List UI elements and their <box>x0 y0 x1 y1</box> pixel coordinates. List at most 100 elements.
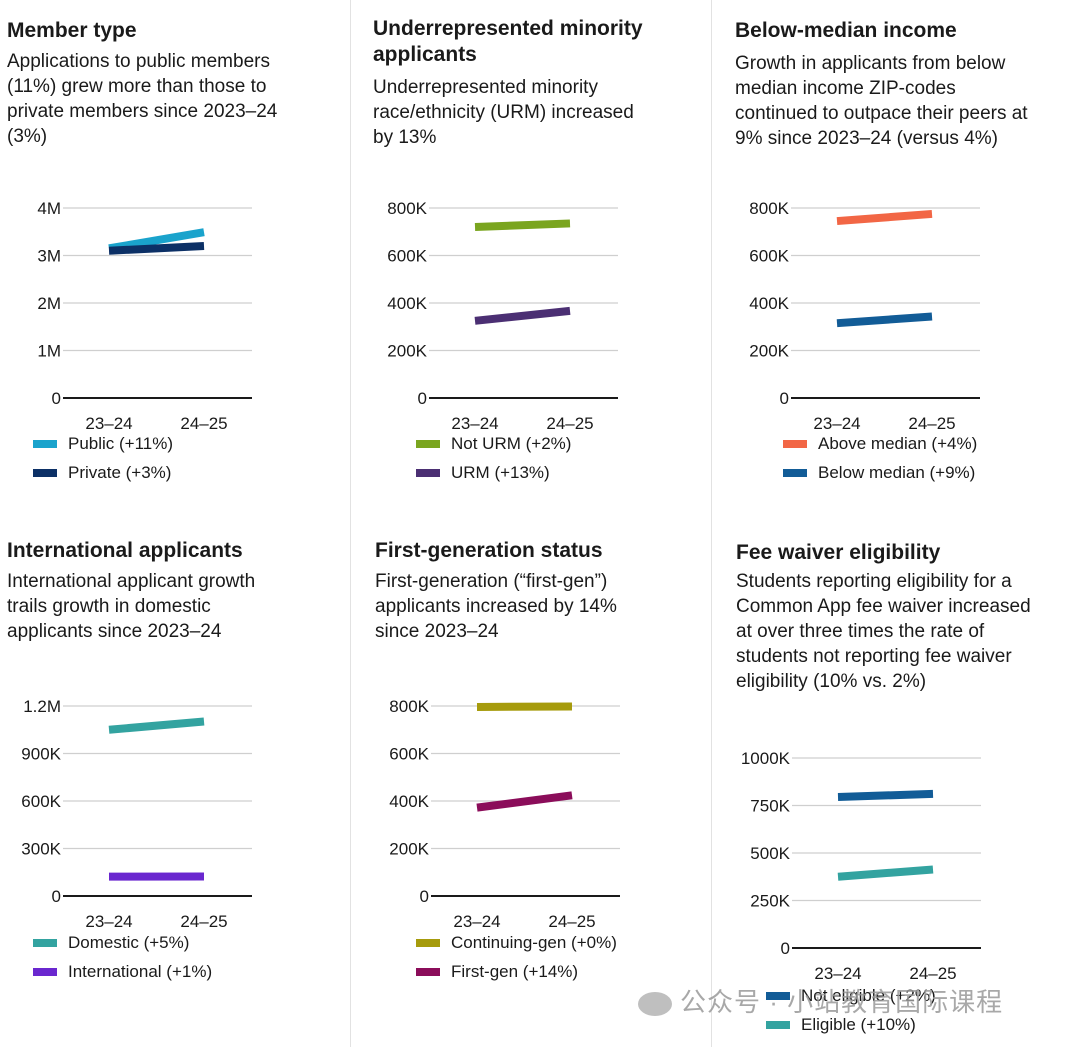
chart-legend: Not eligible (+2%) Eligible (+10%) <box>766 981 936 1039</box>
x-tick-label: 23–24 <box>813 414 860 433</box>
y-tick-label: 300K <box>21 840 61 859</box>
y-tick-label: 800K <box>749 199 789 218</box>
x-tick-label: 23–24 <box>85 414 132 433</box>
panel-title: International applicants <box>7 539 243 562</box>
legend-swatch <box>766 992 790 1000</box>
chart-legend: Public (+11%) Private (+3%) <box>33 429 173 487</box>
subtitle-line: race/ethnicity (URM) increased <box>373 102 634 123</box>
legend-label: First-gen (+14%) <box>451 962 579 981</box>
y-tick-label: 200K <box>387 342 427 361</box>
chart-legend: Not URM (+2%) URM (+13%) <box>416 429 571 487</box>
subtitle-line: by 13% <box>373 127 437 148</box>
legend-item: Continuing-gen (+0%) <box>416 928 617 957</box>
subtitle-line: (11%) grew more than those to <box>7 76 267 97</box>
legend-item: Not eligible (+2%) <box>766 981 936 1010</box>
line-chart: 1.2M 900K 600K 300K 0 23–24 24–25 <box>21 697 252 931</box>
y-tick-label: 0 <box>781 939 790 958</box>
legend-swatch <box>783 440 807 448</box>
legend-item: Not URM (+2%) <box>416 429 571 458</box>
series-line <box>837 789 934 801</box>
chart-legend: Above median (+4%) Below median (+9%) <box>783 429 977 487</box>
subtitle-line: International applicant growth <box>7 571 256 592</box>
y-tick-label: 200K <box>749 342 789 361</box>
y-tick-label: 400K <box>389 792 429 811</box>
legend-item: Above median (+4%) <box>783 429 977 458</box>
y-tick-label: 3M <box>37 247 61 266</box>
panel-subtitle: Applications to public members (11%) gre… <box>7 49 277 149</box>
chart-legend: Continuing-gen (+0%) First-gen (+14%) <box>416 928 617 986</box>
series-line <box>108 228 205 253</box>
legend-swatch <box>33 968 57 976</box>
subtitle-line: at over three times the rate of <box>736 621 985 642</box>
y-tick-label: 800K <box>389 697 429 716</box>
y-tick-label: 0 <box>418 389 427 408</box>
x-tick-label: 24–25 <box>546 414 593 433</box>
legend-label: Not URM (+2%) <box>451 434 572 453</box>
line-chart: 4M 3M 2M 1M 0 23–24 24–25 <box>37 199 252 433</box>
chart-legend: Domestic (+5%) International (+1%) <box>33 928 212 986</box>
legend-label: Below median (+9%) <box>818 463 976 482</box>
panel-subtitle: International applicant growth trails gr… <box>7 569 255 644</box>
y-tick-label: 0 <box>420 887 429 906</box>
subtitle-line: Students reporting eligibility for a <box>736 571 1012 592</box>
wechat-icon <box>638 992 672 1017</box>
legend-swatch <box>416 939 440 947</box>
subtitle-line: trails growth in domestic <box>7 596 211 617</box>
series-line <box>108 242 205 255</box>
legend-item: International (+1%) <box>33 957 212 986</box>
y-tick-label: 400K <box>749 294 789 313</box>
y-tick-label: 1M <box>37 342 61 361</box>
subtitle-line: First-generation (“first-gen”) <box>375 571 608 592</box>
panel-title: Below-median income <box>735 19 957 42</box>
series-line <box>837 865 934 881</box>
y-tick-label: 400K <box>387 294 427 313</box>
subtitle-line: eligibility (10% vs. 2%) <box>736 671 927 692</box>
panel-subtitle: Growth in applicants from below median i… <box>735 51 1028 151</box>
y-tick-label: 500K <box>750 844 790 863</box>
y-tick-label: 0 <box>780 389 789 408</box>
subtitle-line: applicants increased by 14% <box>375 596 617 617</box>
y-tick-label: 600K <box>749 247 789 266</box>
panel-title: Fee waiver eligibility <box>736 541 941 564</box>
y-tick-label: 750K <box>750 797 790 816</box>
legend-item: URM (+13%) <box>416 458 571 487</box>
subtitle-line: (3%) <box>7 126 48 147</box>
subtitle-line: Underrepresented minority <box>373 77 598 98</box>
x-tick-label: 24–25 <box>908 414 955 433</box>
legend-swatch <box>33 939 57 947</box>
y-tick-label: 600K <box>387 247 427 266</box>
line-chart: 800K 600K 400K 200K 0 23–24 24–25 <box>749 199 980 433</box>
subtitle-line: Growth in applicants from below <box>735 53 1006 74</box>
y-tick-label: 1.2M <box>23 697 61 716</box>
subtitle-line: private members since 2023–24 <box>7 101 278 122</box>
legend-swatch <box>783 469 807 477</box>
line-chart: 800K 600K 400K 200K 0 23–24 24–25 <box>389 697 620 931</box>
panel-divider-2 <box>711 0 712 1047</box>
x-tick-label: 24–25 <box>180 414 227 433</box>
legend-label: Not eligible (+2%) <box>801 986 936 1005</box>
line-chart: 1000K 750K 500K 250K 0 23–24 24–25 <box>741 749 981 983</box>
subtitle-line: median income ZIP-codes <box>735 78 956 99</box>
subtitle-line: students not reporting fee waiver <box>736 646 1012 667</box>
legend-label: Above median (+4%) <box>818 434 978 453</box>
panel-subtitle: Underrepresented minority race/ethnicity… <box>373 75 634 150</box>
y-tick-label: 600K <box>389 745 429 764</box>
legend-item: Eligible (+10%) <box>766 1010 936 1039</box>
legend-item: First-gen (+14%) <box>416 957 617 986</box>
x-tick-label: 24–25 <box>180 912 227 931</box>
series-line <box>836 209 933 226</box>
y-tick-label: 0 <box>52 887 61 906</box>
y-tick-label: 1000K <box>741 749 791 768</box>
subtitle-line: applicants since 2023–24 <box>7 621 222 642</box>
legend-swatch <box>33 469 57 477</box>
legend-label: Continuing-gen (+0%) <box>451 933 617 952</box>
y-tick-label: 4M <box>37 199 61 218</box>
legend-label: Private (+3%) <box>68 463 172 482</box>
legend-label: International (+1%) <box>68 962 213 981</box>
x-tick-label: 23–24 <box>814 964 861 983</box>
legend-swatch <box>33 440 57 448</box>
x-tick-label: 23–24 <box>453 912 500 931</box>
series-line <box>474 219 571 231</box>
legend-item: Public (+11%) <box>33 429 173 458</box>
y-tick-label: 0 <box>52 389 61 408</box>
